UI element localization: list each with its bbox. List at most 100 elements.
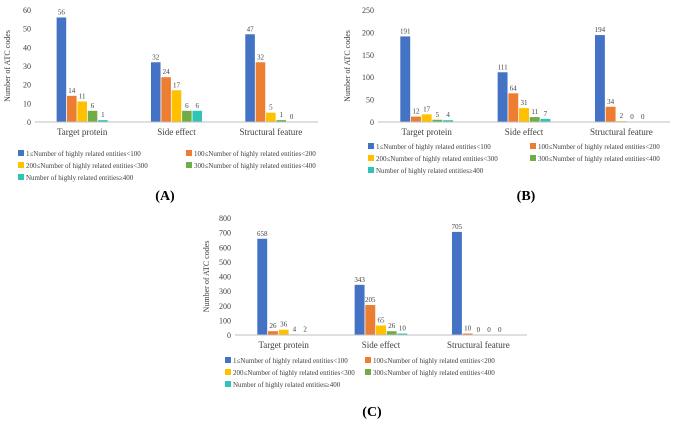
panel-c-y-axis-label: Number of ATC codes xyxy=(202,241,211,313)
panel-a-ytick-label: 10 xyxy=(23,99,31,108)
panel-c-legend-swatch xyxy=(225,357,231,363)
panel-c-bar-value-label: 205 xyxy=(365,296,376,304)
panel-a-category-label: Target protein xyxy=(57,127,108,137)
panel-a-legend-swatch xyxy=(186,162,192,168)
panel-b-category-label: Side effect xyxy=(505,127,544,137)
panel-c-bar-value-label: 0 xyxy=(498,326,502,334)
panel-a-legend-label: Number of highly related entities≥400 xyxy=(26,174,134,182)
panel-c-bar-value-label: 65 xyxy=(378,316,386,324)
panel-b-bar xyxy=(606,107,616,122)
panel-a-bar-value-label: 47 xyxy=(247,25,255,33)
panel-a-bar-value-label: 32 xyxy=(257,53,265,61)
panel-a-bar-value-label: 5 xyxy=(269,104,273,112)
panel-a-ytick-label: 40 xyxy=(23,43,31,52)
panel-c-legend-swatch xyxy=(365,369,371,375)
panel-b-legend-label: 200≤Number of highly related entities<30… xyxy=(376,155,498,163)
panel-a-bar xyxy=(67,96,77,122)
panel-c-legend-label: 100≤Number of highly related entities<20… xyxy=(373,357,495,365)
panel-c-bar-value-label: 0 xyxy=(477,326,481,334)
panel-b-bar xyxy=(519,108,529,122)
panel-b-y-axis-label: Number of ATC codes xyxy=(343,30,352,102)
panel-c-ytick-label: 300 xyxy=(219,287,231,296)
panel-a-y-axis-label: Number of ATC codes xyxy=(3,30,12,102)
panel-c-bar xyxy=(376,325,386,335)
panel-c-bar-value-label: 705 xyxy=(452,223,463,231)
panel-b-bar-value-label: 0 xyxy=(641,113,645,121)
panel-b-ytick-label: 0 xyxy=(370,118,374,127)
panel-b-bar-value-label: 194 xyxy=(595,26,606,34)
panel-a-bar xyxy=(161,77,171,122)
panel-b-legend-swatch xyxy=(530,155,536,161)
panel-c-bar-value-label: 26 xyxy=(269,322,277,330)
panel-c-legend-label: Number of highly related entities≥400 xyxy=(233,381,341,389)
panel-c-legend-label: 200≤Number of highly related entities<30… xyxy=(233,369,355,377)
panel-c-legend-swatch xyxy=(365,357,371,363)
panel-b-bar-value-label: 12 xyxy=(412,108,420,116)
panel-b-bar-value-label: 7 xyxy=(544,110,548,118)
panel-a-legend-swatch xyxy=(18,162,24,168)
panel-c-bar-value-label: 0 xyxy=(487,326,491,334)
panel-b-bar xyxy=(595,35,605,122)
panel-a-bar xyxy=(192,111,202,122)
panel-a-legend-swatch xyxy=(18,150,24,156)
panel-c-bar xyxy=(355,285,365,335)
panel-a-bar xyxy=(57,17,67,122)
panel-c-legend-swatch xyxy=(225,381,231,387)
panel-b-legend-swatch xyxy=(368,167,374,173)
panel-c-bar xyxy=(365,305,375,335)
panel-c-ytick-label: 100 xyxy=(219,316,231,325)
panel-c-ytick-label: 200 xyxy=(219,302,231,311)
panel-a-category-label: Side effect xyxy=(157,127,196,137)
panel-b-bar-value-label: 0 xyxy=(630,113,634,121)
panel-c-legend-label: 300≤Number of highly related entities<40… xyxy=(373,369,495,377)
panel-a-legend-label: 200≤Number of highly related entities<30… xyxy=(26,162,148,170)
panel-b-bar-value-label: 111 xyxy=(498,63,508,71)
panel-c-bar-value-label: 2 xyxy=(303,326,307,334)
panel-c-bar xyxy=(279,330,289,335)
panel-b-bar-value-label: 191 xyxy=(400,27,411,35)
panel-c-legend-swatch xyxy=(225,369,231,375)
panel-a-bar xyxy=(151,62,161,122)
panel-a-ytick-label: 0 xyxy=(27,118,31,127)
panel-b-bar xyxy=(508,93,518,122)
panel-b-label: (B) xyxy=(517,189,536,204)
panel-a-bar-value-label: 32 xyxy=(152,53,160,61)
panel-c-bar-value-label: 658 xyxy=(257,230,268,238)
panel-b-bar-value-label: 11 xyxy=(531,108,538,116)
panel-c-bar xyxy=(257,239,267,335)
panel-a-bar-value-label: 0 xyxy=(290,113,294,121)
panel-a-bar xyxy=(256,62,266,122)
panel-b-bar-value-label: 64 xyxy=(510,84,518,92)
panel-c-bar xyxy=(387,331,397,335)
panel-c-ytick-label: 800 xyxy=(219,214,231,223)
panel-a-legend-label: 1≤Number of highly related entities<100 xyxy=(26,150,141,158)
panel-c-ytick-label: 600 xyxy=(219,243,231,252)
panel-c-bar-value-label: 4 xyxy=(293,325,297,333)
panel-b-bar xyxy=(498,72,508,122)
panel-c-ytick-label: 400 xyxy=(219,273,231,282)
panel-c-bar-value-label: 36 xyxy=(280,321,288,329)
panel-b-bar-value-label: 5 xyxy=(436,111,440,119)
panel-c-ytick-label: 0 xyxy=(227,331,231,340)
panel-b-bar-value-label: 4 xyxy=(446,111,450,119)
panel-a-legend-label: 300≤Number of highly related entities<40… xyxy=(194,162,316,170)
panel-c-bar-value-label: 10 xyxy=(399,325,407,333)
panel-a-ytick-label: 20 xyxy=(23,81,31,90)
panel-b-ytick-label: 150 xyxy=(362,51,374,60)
panel-b-bar-value-label: 17 xyxy=(423,105,431,113)
panel-b-legend-swatch xyxy=(530,143,536,149)
panel-a-ytick-label: 30 xyxy=(23,62,31,71)
panel-a-bar xyxy=(88,111,98,122)
panel-a-bar xyxy=(245,34,255,122)
panel-b-category-label: Structural feature xyxy=(590,127,653,137)
panel-b-bar-value-label: 34 xyxy=(607,98,615,106)
panel-c-ytick-label: 700 xyxy=(219,229,231,238)
panel-a-bar xyxy=(77,101,87,122)
panel-b-legend-label: 1≤Number of highly related entities<100 xyxy=(376,143,491,151)
panel-b-category-label: Target protein xyxy=(401,127,452,137)
panel-b-ytick-label: 50 xyxy=(366,96,374,105)
panel-b-ytick-label: 100 xyxy=(362,73,374,82)
panel-c-ytick-label: 500 xyxy=(219,258,231,267)
panel-a-bar-value-label: 1 xyxy=(101,111,105,119)
